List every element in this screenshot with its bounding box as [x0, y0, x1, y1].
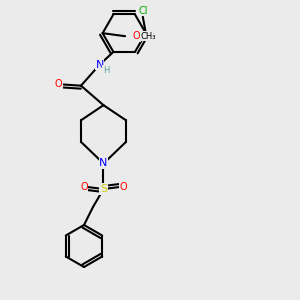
Text: N: N: [95, 60, 104, 70]
Text: O: O: [119, 182, 127, 192]
Text: O: O: [55, 79, 62, 89]
Text: O: O: [133, 31, 140, 41]
Text: N: N: [99, 158, 108, 169]
Text: O: O: [80, 182, 88, 192]
Text: CH₃: CH₃: [141, 32, 156, 41]
Text: S: S: [100, 184, 107, 194]
Text: Cl: Cl: [138, 6, 148, 16]
Text: H: H: [103, 66, 110, 75]
